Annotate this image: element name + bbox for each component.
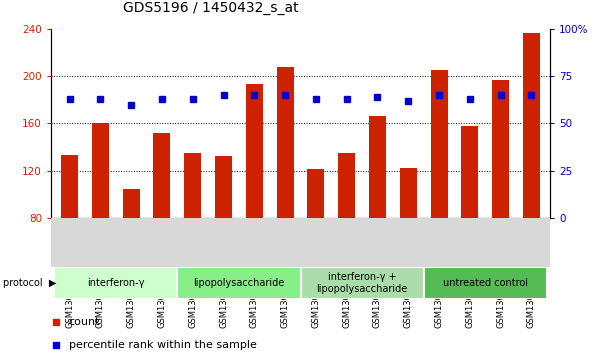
Text: count: count	[69, 317, 100, 327]
Text: percentile rank within the sample: percentile rank within the sample	[69, 340, 257, 350]
Bar	[177, 267, 300, 299]
Bar	[92, 123, 109, 218]
Bar	[400, 168, 416, 218]
Bar	[523, 33, 540, 218]
Bar	[276, 67, 293, 218]
Text: interferon-γ: interferon-γ	[87, 278, 144, 288]
Bar	[153, 133, 171, 218]
Bar	[185, 153, 201, 218]
Bar	[54, 267, 177, 299]
Text: GDS5196 / 1450432_s_at: GDS5196 / 1450432_s_at	[123, 0, 299, 15]
Text: interferon-γ +
lipopolysaccharide: interferon-γ + lipopolysaccharide	[317, 272, 407, 294]
Bar	[338, 153, 355, 218]
Bar	[462, 126, 478, 218]
Bar	[430, 70, 448, 218]
Bar	[369, 116, 386, 218]
Text: lipopolysaccharide: lipopolysaccharide	[194, 278, 284, 288]
Bar	[424, 267, 547, 299]
Bar	[246, 85, 263, 218]
Bar	[61, 155, 78, 218]
Bar	[492, 80, 509, 218]
Bar	[215, 156, 232, 218]
Text: untreated control: untreated control	[443, 278, 528, 288]
Bar	[308, 170, 325, 218]
Text: protocol  ▶: protocol ▶	[3, 278, 56, 288]
Bar	[123, 189, 139, 218]
Bar	[300, 267, 424, 299]
